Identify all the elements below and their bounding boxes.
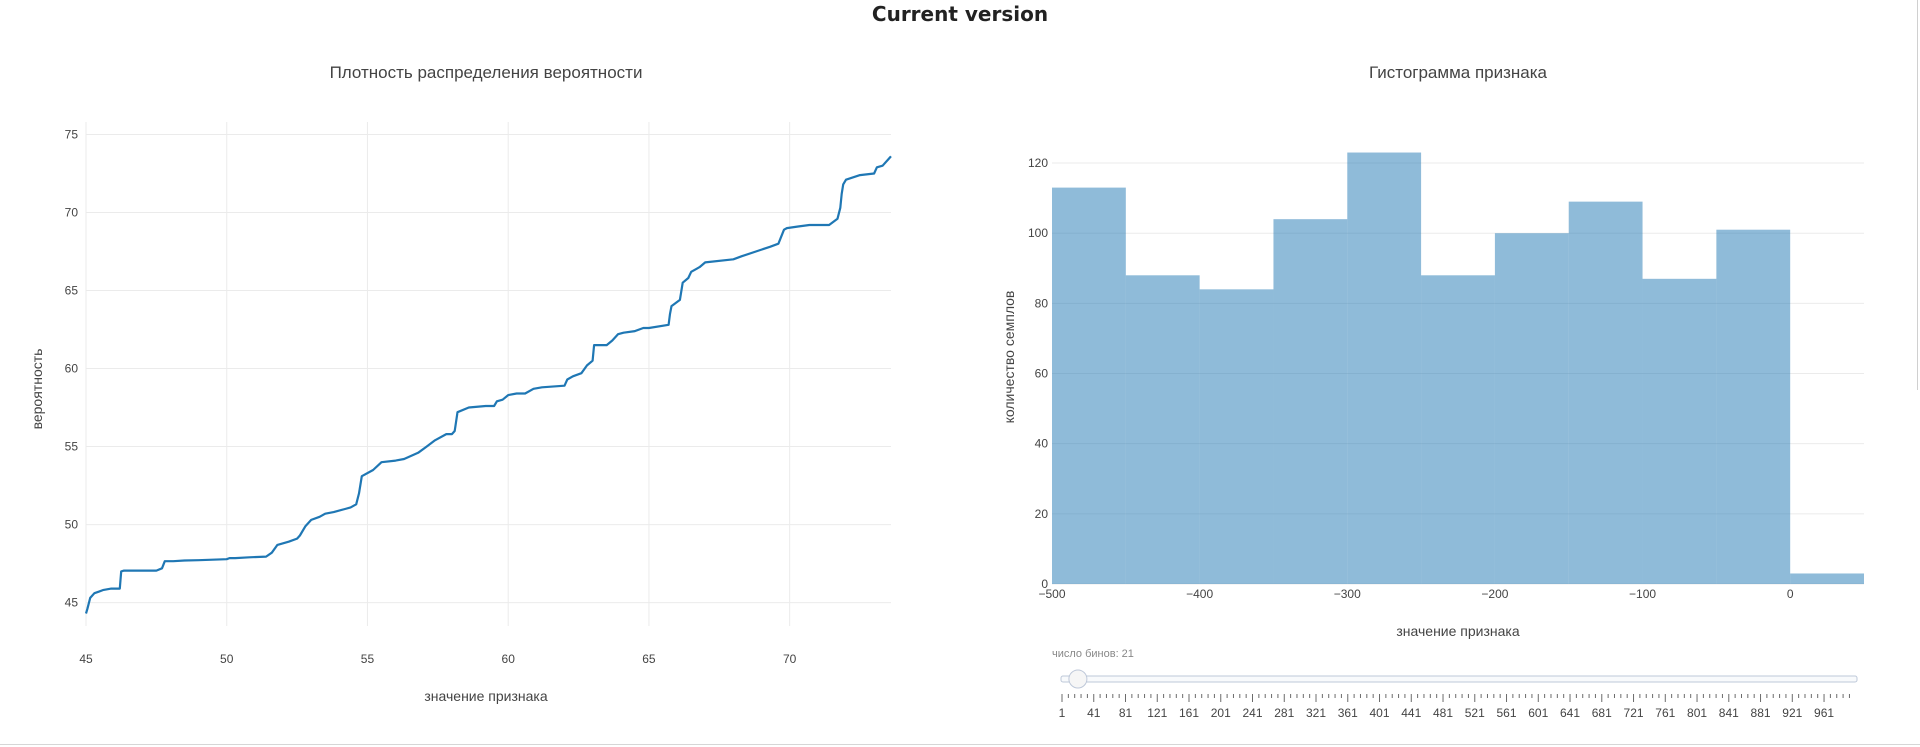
histogram-bar [1494,233,1569,584]
bins-slider-tick-label: 1 [1059,706,1066,720]
histogram-x-axis-label: значение признака [1396,623,1519,639]
line-chart-y-tick-label: 50 [65,518,79,532]
line-chart-y-tick-label: 75 [65,127,79,141]
line-chart-y-tick-label: 70 [65,206,79,220]
line-chart-y-tick-label: 60 [65,362,79,376]
line-chart-y-tick-label: 65 [65,284,79,298]
line-chart: Плотность распределения вероятности 45 50… [29,63,892,704]
bins-slider[interactable]: число бинов: 21 1 41 81 121 161 201 241 281 321 3… [1052,648,1858,720]
histogram-bar [1642,278,1717,584]
bins-slider-tick-label: 201 [1211,706,1231,720]
histogram-x-tick-label: −400 [1186,587,1213,601]
line-chart-x-tick-label: 65 [642,652,656,666]
bins-slider-tick-label: 921 [1782,706,1802,720]
histogram-y-ticks: 0 20 40 60 80 100 120 [1028,156,1048,591]
histogram-bar [1052,187,1126,584]
line-chart-title: Плотность распределения вероятности [330,63,643,82]
histogram-y-tick-label: 120 [1028,156,1048,170]
bins-slider-ticks: 1 41 81 121 161 201 241 281 321 361 401 441 481 521 56… [1059,694,1850,720]
histogram-y-tick-label: 40 [1035,437,1049,451]
bins-slider-rail[interactable] [1060,675,1858,683]
histogram-bar [1199,289,1274,584]
bins-slider-tick-label: 961 [1814,706,1834,720]
bins-slider-tick-label: 441 [1401,706,1421,720]
line-chart-y-axis-label: вероятность [29,349,45,430]
histogram-y-tick-label: 0 [1041,577,1048,591]
histogram-x-tick-label: −200 [1481,587,1508,601]
bins-slider-tick-label: 881 [1751,706,1771,720]
histogram-x-tick-label: 0 [1787,587,1794,601]
bins-slider-tick-label: 641 [1560,706,1580,720]
line-chart-x-ticks: 45 50 55 60 65 70 [79,652,796,666]
bins-slider-tick-label: 481 [1433,706,1453,720]
histogram-y-axis-label: количество семплов [1001,291,1017,424]
page-title: Current version [871,2,1049,26]
histogram-bar [1273,219,1348,584]
line-chart-grid [85,122,891,626]
bins-slider-tick-label: 161 [1179,706,1199,720]
histogram-y-tick-label: 100 [1028,226,1048,240]
histogram-x-tick-label: −300 [1334,587,1361,601]
histogram-chart: Гистограмма признака −500 −400 −300 −200 −10… [1001,63,1864,639]
line-chart-x-tick-label: 55 [361,652,375,666]
histogram-bar [1421,275,1495,584]
line-chart-y-ticks: 45 50 55 60 65 70 75 [65,127,79,609]
histogram-x-ticks: −500 −400 −300 −200 −100 0 [1038,587,1793,601]
line-chart-x-tick-label: 60 [502,652,516,666]
bins-slider-tick-label: 241 [1242,706,1262,720]
histogram-y-tick-label: 80 [1035,296,1049,310]
bins-slider-tick-label: 601 [1528,706,1548,720]
line-chart-x-axis-label: значение признака [424,688,547,704]
line-chart-y-tick-label: 55 [65,440,79,454]
bins-slider-tick-label: 561 [1497,706,1517,720]
bottom-divider [0,744,1920,745]
bins-slider-tick-label: 721 [1624,706,1644,720]
bins-slider-tick-label: 41 [1087,706,1101,720]
bins-slider-tick-label: 521 [1465,706,1485,720]
histogram-y-tick-label: 20 [1035,507,1049,521]
bins-slider-tick-label: 321 [1306,706,1326,720]
scroll-edge [1917,0,1918,390]
line-chart-x-tick-label: 70 [783,652,797,666]
bins-slider-tick-label: 841 [1719,706,1739,720]
bins-slider-tick-label: 121 [1147,706,1167,720]
bins-slider-label: число бинов: 21 [1052,648,1134,660]
line-chart-series-line [84,155,892,614]
histogram-x-tick-label: −100 [1629,587,1656,601]
histogram-bar [1790,573,1864,584]
bins-slider-tick-label: 81 [1119,706,1133,720]
histogram-x-tick-label: −500 [1038,587,1065,601]
histogram-bar [1568,201,1643,584]
histogram-bar [1716,229,1791,584]
bins-slider-grip[interactable] [1068,669,1088,689]
histogram-bars [1052,152,1864,584]
line-chart-x-tick-label: 45 [79,652,93,666]
bins-slider-tick-label: 401 [1370,706,1390,720]
histogram-title: Гистограмма признака [1369,63,1548,82]
bins-slider-tick-label: 281 [1274,706,1294,720]
bins-slider-tick-label: 361 [1338,706,1358,720]
histogram-bar [1125,275,1200,584]
bins-slider-tick-label: 761 [1655,706,1675,720]
line-chart-x-tick-label: 50 [220,652,234,666]
histogram-y-tick-label: 60 [1035,367,1049,381]
histogram-bar [1347,152,1422,584]
bins-slider-tick-label: 681 [1592,706,1612,720]
bins-slider-tick-label: 801 [1687,706,1707,720]
line-chart-y-tick-label: 45 [65,596,79,610]
